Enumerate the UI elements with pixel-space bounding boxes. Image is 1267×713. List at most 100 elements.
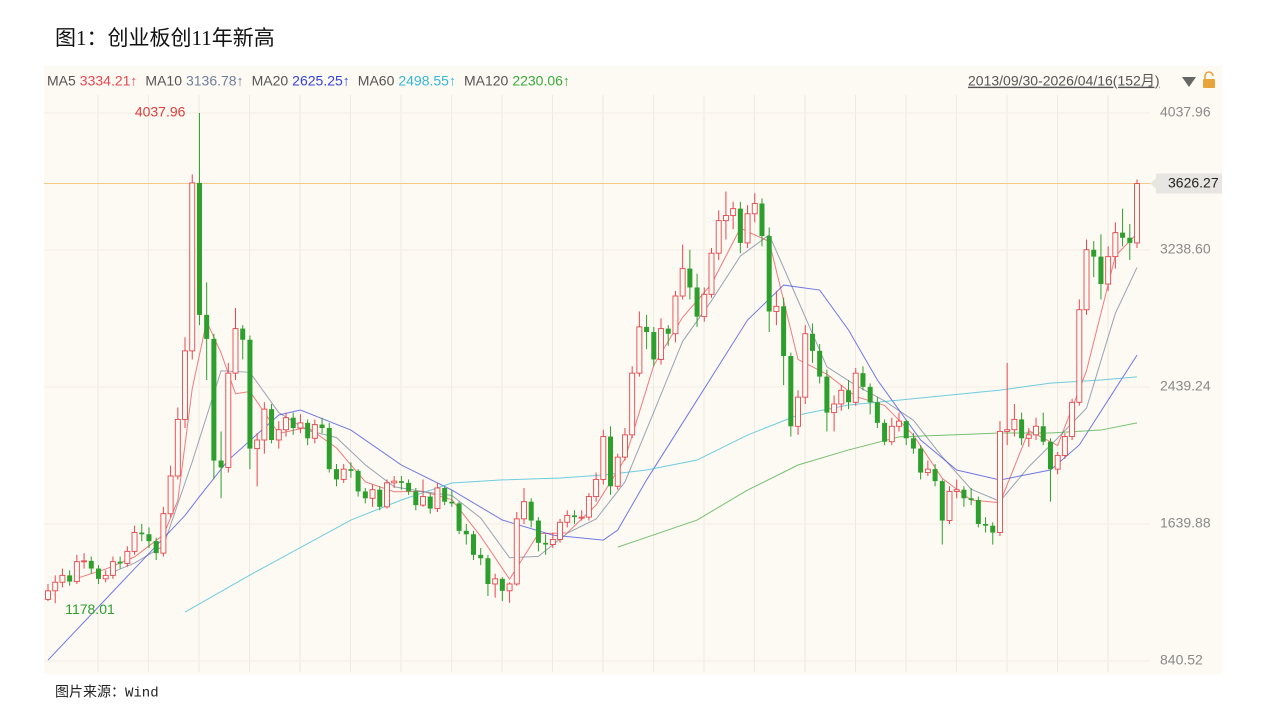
candle-body [456,503,462,531]
max-label: 4037.96 [135,104,186,120]
candle-body [398,481,404,483]
candle-body [1025,434,1032,439]
candle-body [608,436,614,487]
candle-body [196,182,202,315]
candle-body [1112,232,1119,258]
candle-body [218,460,224,468]
candle-body [521,501,527,520]
y-tick-label: 1639.88 [1160,515,1211,531]
candle-body [478,554,484,559]
candle-body [1004,429,1011,432]
candle-body [715,220,722,254]
candle-body [549,538,556,545]
candle-body [622,434,628,458]
candle-body [932,469,938,482]
lock-icon[interactable] [1203,71,1215,88]
plot-panel [44,66,1222,674]
candle-body [261,408,268,441]
candle-body [1033,425,1039,436]
candle-body [701,293,708,318]
candle-body [961,489,967,499]
grid [44,95,1156,672]
candle-body [471,534,477,555]
candle-body [391,480,398,484]
source-note: 图片来源：Wind [55,685,159,702]
y-tick-label: 3238.60 [1160,241,1211,257]
candle-body [557,521,563,540]
candle-body [781,306,787,357]
candle-body [326,428,332,470]
candle-body [499,578,505,591]
candle-body [939,481,945,521]
candle-body [644,326,650,333]
candle-body [492,578,499,585]
candle-body [759,203,765,237]
candle-body [831,403,838,414]
candle-body [846,390,852,403]
candle-body [146,534,152,542]
candle-body [81,560,88,563]
candle-body [687,268,693,288]
candle-body [427,496,433,509]
candle-body [153,541,159,554]
candle-body [751,203,758,215]
chart-title: 图1：创业板创11年新高 [55,26,275,50]
candle-body [204,314,210,339]
candle-body [1083,249,1090,311]
y-tick-label: 840.52 [1160,652,1203,668]
price-tag-arrow [1150,178,1156,189]
candle-body [52,581,59,592]
candle-body [535,520,541,543]
candle-body [297,422,304,429]
candle-body [1120,232,1126,238]
candle-body [413,491,419,506]
ma-line [617,422,1138,548]
candle-body [867,386,873,403]
candle-body [131,532,138,552]
candle-body [838,389,845,405]
candle-body [578,516,585,519]
legend-value: 2498.55↑ [398,73,456,89]
price-tag-bg [1156,173,1222,194]
candle-body [117,561,123,564]
legend-name: MA120 [464,73,509,89]
candle-body [311,424,318,439]
legend-name: MA60 [358,73,395,89]
candle-body [543,542,549,545]
candle-body [369,489,376,499]
legend-name: MA20 [252,73,289,89]
candle-body [600,436,607,480]
candle-body [1127,237,1133,243]
candle-body [59,574,66,583]
candle-body [672,295,679,335]
candle-body [1134,183,1140,244]
y-tick-label: 4037.96 [1160,104,1211,120]
date-range[interactable]: 2013/09/30-2026/04/16(152月) [968,73,1159,89]
candle-body [997,430,1003,533]
candle-body [485,558,491,584]
candle-body [651,332,657,360]
candle-body [420,496,426,506]
candle-body [918,448,924,473]
price-tag-label: 3626.27 [1168,174,1219,190]
candle-body [182,350,188,420]
candle-body [283,417,289,431]
candle-body [860,373,866,387]
candle-body [240,328,246,340]
candle-body [88,560,94,569]
candle-body [406,482,412,492]
candle-body [73,561,80,583]
dropdown-icon[interactable] [1182,77,1196,87]
candle-body [377,489,383,507]
candle-body [1011,418,1018,431]
candle-body [528,501,534,521]
candle-body [571,515,577,518]
candle-body [160,513,167,554]
min-label: 1178.01 [65,601,115,617]
candle-body [340,468,347,480]
candle-body [449,501,455,504]
candle-body [953,489,960,492]
candle-body [802,333,809,398]
